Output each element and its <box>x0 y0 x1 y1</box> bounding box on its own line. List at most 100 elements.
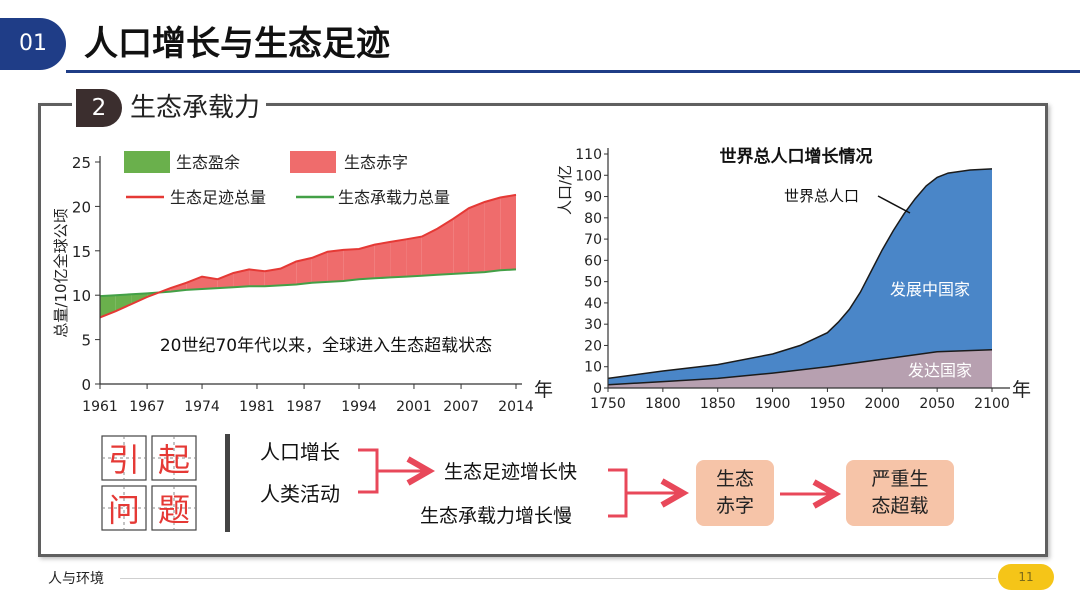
legend-surplus-swatch <box>124 151 170 173</box>
chart1-x-tick-label: 1961 <box>82 399 118 415</box>
developing-countries-area-edge <box>607 168 993 380</box>
page-number: 11 <box>998 564 1054 590</box>
subsection-header: 2 生态承载力 <box>72 86 267 130</box>
deficit-area <box>343 249 359 281</box>
chart1-y-tick-label: 10 <box>72 287 91 305</box>
developed-countries-area-edge <box>607 348 993 386</box>
chart2-y-tick-label: 40 <box>584 296 602 312</box>
result1-line2: 赤字 <box>716 495 754 517</box>
chart2-x-tick-label: 2100 <box>974 396 1010 412</box>
divider-bar <box>225 434 230 532</box>
legend-surplus-label: 生态盈余 <box>176 153 240 172</box>
biocapacity-line <box>99 268 517 298</box>
chart1-x-axis-title: 年 <box>534 379 553 401</box>
result2-line2: 态超载 <box>871 495 928 517</box>
chart1-x-tick-label: 2001 <box>396 399 432 415</box>
chart1-y-tick-label: 20 <box>72 198 91 216</box>
chart1-y-tick-label: 0 <box>81 376 91 394</box>
cause-population-growth: 人口增长 <box>260 440 340 464</box>
title-divider <box>66 70 1080 73</box>
chart2-total-pointer <box>877 195 911 214</box>
legend-biocapacity-label: 生态承载力总量 <box>338 188 450 207</box>
cause-effect-diagram: 引 起 问 题 人口增长 人类活动 生态足迹增长快 生态承载力增长慢 生态 赤字… <box>101 434 954 532</box>
cause-title-char-3: 问 <box>108 491 140 529</box>
deficit-area <box>484 197 501 273</box>
chart1-y-tick-label: 5 <box>81 332 91 350</box>
legend-deficit-swatch <box>290 151 336 173</box>
chart2-y-tick-label: 30 <box>584 317 602 333</box>
deficit-area <box>186 276 202 290</box>
result2-line1: 严重生 <box>871 468 928 490</box>
chart2-y-tick-label: 0 <box>593 381 602 397</box>
deficit-area <box>406 236 422 277</box>
chart2-y-tick-label: 90 <box>584 190 602 206</box>
chart1-x-tick-label: 1987 <box>286 399 322 415</box>
chart1-x-tick-label: 1974 <box>184 399 220 415</box>
deficit-area <box>217 273 234 289</box>
chart1-y-tick-label: 15 <box>72 243 91 261</box>
chart1-legend: 生态盈余 生态赤字 生态足迹总量 生态承载力总量 <box>124 151 450 207</box>
chart2-y-tick-label: 70 <box>584 232 602 248</box>
page-title: 人口增长与生态足迹 <box>84 24 390 64</box>
cause-title-char-1: 引 <box>108 441 140 479</box>
deficit-area <box>327 249 344 282</box>
chart2-y-tick-label: 80 <box>584 211 602 227</box>
section-number-badge: 01 <box>0 18 66 70</box>
chart1-x-tick-label: 1967 <box>129 399 165 415</box>
subsection-number: 2 <box>76 89 122 127</box>
chart2-total-label: 世界总人口 <box>784 187 859 205</box>
chart1-plot: 0 5 10 15 20 25 1961 1967 1974 1981 1987 1994 2001 20… <box>52 154 553 415</box>
chart2-x-tick-label: 1950 <box>810 396 846 412</box>
developing-countries-label: 发展中国家 <box>890 280 970 299</box>
chart2-title: 世界总人口增长情况 <box>720 146 873 167</box>
deficit-area <box>249 269 265 287</box>
deficit-area <box>264 268 281 287</box>
chart2-x-tick-label: 2000 <box>864 396 900 412</box>
surplus-area <box>115 294 132 312</box>
chart1-y-axis-title: 总量/10亿全球公顷 <box>52 208 70 337</box>
footer-divider <box>120 578 996 579</box>
footer-note: 人与环境 <box>48 571 104 587</box>
chart2-x-tick-label: 1850 <box>700 396 736 412</box>
chart1-x-tick-label: 2007 <box>443 399 479 415</box>
deficit-area <box>311 251 328 283</box>
legend-deficit-label: 生态赤字 <box>344 153 408 172</box>
footprint-line <box>99 193 517 319</box>
deficit-area <box>437 218 454 275</box>
effect-footprint-fast: 生态足迹增长快 <box>444 461 577 483</box>
chart1-x-tick-label: 1981 <box>239 399 275 415</box>
chart2-x-tick-label: 1800 <box>645 396 681 412</box>
chart2-y-tick-label: 110 <box>575 147 602 163</box>
cause-title-grid: 引 起 问 题 <box>101 435 197 531</box>
developed-countries-area <box>608 349 992 388</box>
ecological-footprint-chart: 0 5 10 15 20 25 1961 1967 1974 1981 1987 1994 2001 20… <box>52 151 553 415</box>
chart2-x-tick-label: 1750 <box>590 396 626 412</box>
result-ecological-deficit-box <box>696 460 774 526</box>
chart2-y-tick-label: 50 <box>584 275 602 291</box>
chart2-y-tick-label: 10 <box>584 360 602 376</box>
chart1-x-tick-label: 1994 <box>341 399 377 415</box>
subsection-title: 生态承载力 <box>130 93 261 123</box>
legend-footprint-label: 生态足迹总量 <box>170 188 266 207</box>
bracket-arrow-2 <box>608 470 680 516</box>
deficit-area <box>468 202 485 273</box>
deficit-area <box>374 241 391 279</box>
chart2-x-tick-label: 2050 <box>919 396 955 412</box>
chart1-annotation: 20世纪70年代以来，全球进入生态超载状态 <box>160 336 492 356</box>
cause-human-activity: 人类活动 <box>260 482 340 506</box>
effect-biocapacity-slow: 生态承载力增长慢 <box>420 505 572 527</box>
chart2-y-tick-label: 100 <box>575 168 602 184</box>
deficit-area <box>202 276 218 289</box>
developing-countries-area <box>608 168 992 388</box>
developed-countries-label: 发达国家 <box>908 361 972 380</box>
chart2-y-tick-label: 60 <box>584 253 602 269</box>
cause-title-char-2: 起 <box>158 441 190 479</box>
chart1-x-tick-label: 2014 <box>498 399 534 415</box>
chart2-y-tick-label: 20 <box>584 338 602 354</box>
chart1-y-tick-label: 25 <box>72 154 91 172</box>
deficit-area <box>500 194 516 271</box>
deficit-area <box>359 244 375 280</box>
deficit-area <box>390 239 407 278</box>
